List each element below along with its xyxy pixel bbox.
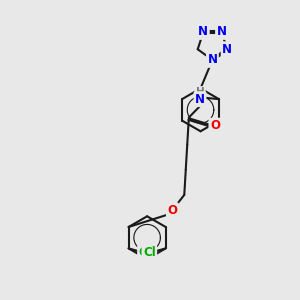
- Text: O: O: [167, 204, 177, 217]
- Text: H: H: [196, 87, 204, 97]
- Text: N: N: [198, 26, 208, 38]
- Text: Cl: Cl: [139, 246, 151, 259]
- Text: N: N: [222, 43, 232, 56]
- Text: O: O: [210, 119, 220, 132]
- Text: Cl: Cl: [143, 246, 156, 259]
- Text: N: N: [207, 53, 218, 66]
- Text: N: N: [195, 93, 205, 106]
- Text: N: N: [217, 26, 226, 38]
